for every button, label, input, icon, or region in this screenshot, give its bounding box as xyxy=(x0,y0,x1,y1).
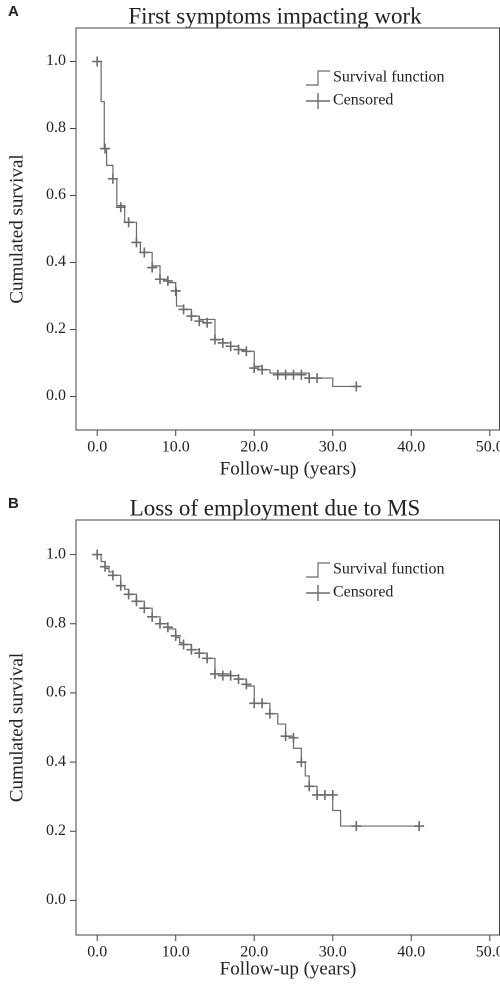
chart-title: Loss of employment due to MS xyxy=(130,495,421,520)
plot-frame xyxy=(75,27,500,431)
y-axis-label: Cumulated survival xyxy=(6,653,27,802)
x-tick-label: 50.0 xyxy=(476,944,500,961)
censor-mark xyxy=(107,570,118,581)
legend-label: Survival function xyxy=(333,561,445,578)
censor-mark xyxy=(186,311,197,322)
legend-swatch xyxy=(306,585,330,601)
censor-mark xyxy=(92,56,103,67)
censor-mark xyxy=(225,341,236,352)
legend-label: Censored xyxy=(333,92,393,109)
censor-mark xyxy=(147,262,158,273)
survival-line xyxy=(97,60,357,388)
x-tick-label: 20.0 xyxy=(240,439,268,456)
censor-mark xyxy=(147,611,158,622)
censor-mark xyxy=(217,337,228,348)
censor-mark xyxy=(414,821,425,832)
x-axis-label: Follow-up (years) xyxy=(220,458,357,479)
y-tick-label: 1.0 xyxy=(46,545,66,562)
censor-mark xyxy=(296,369,307,380)
y-tick-label: 0.2 xyxy=(46,320,66,337)
censor-mark xyxy=(225,670,236,681)
censor-mark xyxy=(100,143,111,154)
censor-mark xyxy=(123,589,134,600)
censor-mark xyxy=(241,346,252,357)
censor-mark xyxy=(257,698,268,709)
censor-mark xyxy=(257,364,268,375)
x-tick-label: 20.0 xyxy=(240,944,268,961)
censor-mark xyxy=(202,653,213,664)
y-axis-label: Cumulated survival xyxy=(6,154,27,303)
censor-mark xyxy=(155,618,166,629)
x-tick-label: 30.0 xyxy=(319,944,347,961)
censor-mark xyxy=(131,596,142,607)
censor-mark xyxy=(202,317,213,328)
y-tick-label: 0.0 xyxy=(46,891,66,908)
y-tick-label: 0.6 xyxy=(46,186,66,203)
censor-mark xyxy=(107,173,118,184)
censor-mark xyxy=(233,674,244,685)
x-tick-label: 10.0 xyxy=(162,944,190,961)
y-tick-label: 1.0 xyxy=(46,52,66,69)
censor-mark xyxy=(162,275,173,286)
censor-mark xyxy=(264,708,275,719)
censor-mark xyxy=(100,561,111,572)
censor-mark xyxy=(115,580,126,591)
y-tick-label: 0.8 xyxy=(46,119,66,136)
censor-mark xyxy=(170,285,181,296)
y-tick-label: 0.0 xyxy=(46,387,66,404)
x-tick-label: 40.0 xyxy=(397,439,425,456)
y-tick-label: 0.2 xyxy=(46,822,66,839)
censor-mark xyxy=(178,304,189,315)
panel-label: A xyxy=(8,3,19,20)
censor-mark xyxy=(170,630,181,641)
x-axis-label: Follow-up (years) xyxy=(220,958,357,979)
censor-mark xyxy=(194,316,205,327)
censor-mark xyxy=(233,344,244,355)
censor-mark xyxy=(186,644,197,655)
censor-mark xyxy=(241,679,252,690)
y-tick-label: 0.8 xyxy=(46,614,66,631)
censor-mark xyxy=(139,603,150,614)
x-tick-label: 50.0 xyxy=(476,439,500,456)
legend-swatch xyxy=(306,562,330,578)
plot-frame xyxy=(75,519,500,936)
legend-swatch xyxy=(306,93,330,109)
x-tick-label: 0.0 xyxy=(87,439,107,456)
censor-mark xyxy=(162,622,173,633)
legend-label: Survival function xyxy=(333,69,445,86)
legend-swatch xyxy=(306,70,330,86)
censor-mark xyxy=(155,274,166,285)
y-tick-label: 0.6 xyxy=(46,684,66,701)
censor-mark xyxy=(178,639,189,650)
censor-mark xyxy=(351,821,362,832)
censor-mark xyxy=(131,237,142,248)
censor-mark xyxy=(92,549,103,560)
censor-mark xyxy=(351,381,362,392)
panel-label: B xyxy=(8,495,19,512)
censor-mark xyxy=(327,789,338,800)
censor-mark xyxy=(194,648,205,659)
y-tick-label: 0.4 xyxy=(46,253,66,270)
censor-mark xyxy=(304,781,315,792)
censor-mark xyxy=(139,247,150,258)
censor-mark xyxy=(312,373,323,384)
y-tick-label: 0.4 xyxy=(46,753,66,770)
censor-mark xyxy=(115,202,126,213)
censor-mark xyxy=(209,668,220,679)
legend-label: Censored xyxy=(333,584,393,601)
chart-title: First symptoms impacting work xyxy=(128,3,422,28)
x-tick-label: 30.0 xyxy=(319,439,347,456)
x-tick-label: 10.0 xyxy=(162,439,190,456)
censor-mark xyxy=(288,732,299,743)
x-tick-label: 40.0 xyxy=(397,944,425,961)
censor-mark xyxy=(209,334,220,345)
censor-mark xyxy=(249,363,260,374)
censor-mark xyxy=(280,731,291,742)
censor-mark xyxy=(296,757,307,768)
x-tick-label: 0.0 xyxy=(87,944,107,961)
censor-mark xyxy=(123,217,134,228)
